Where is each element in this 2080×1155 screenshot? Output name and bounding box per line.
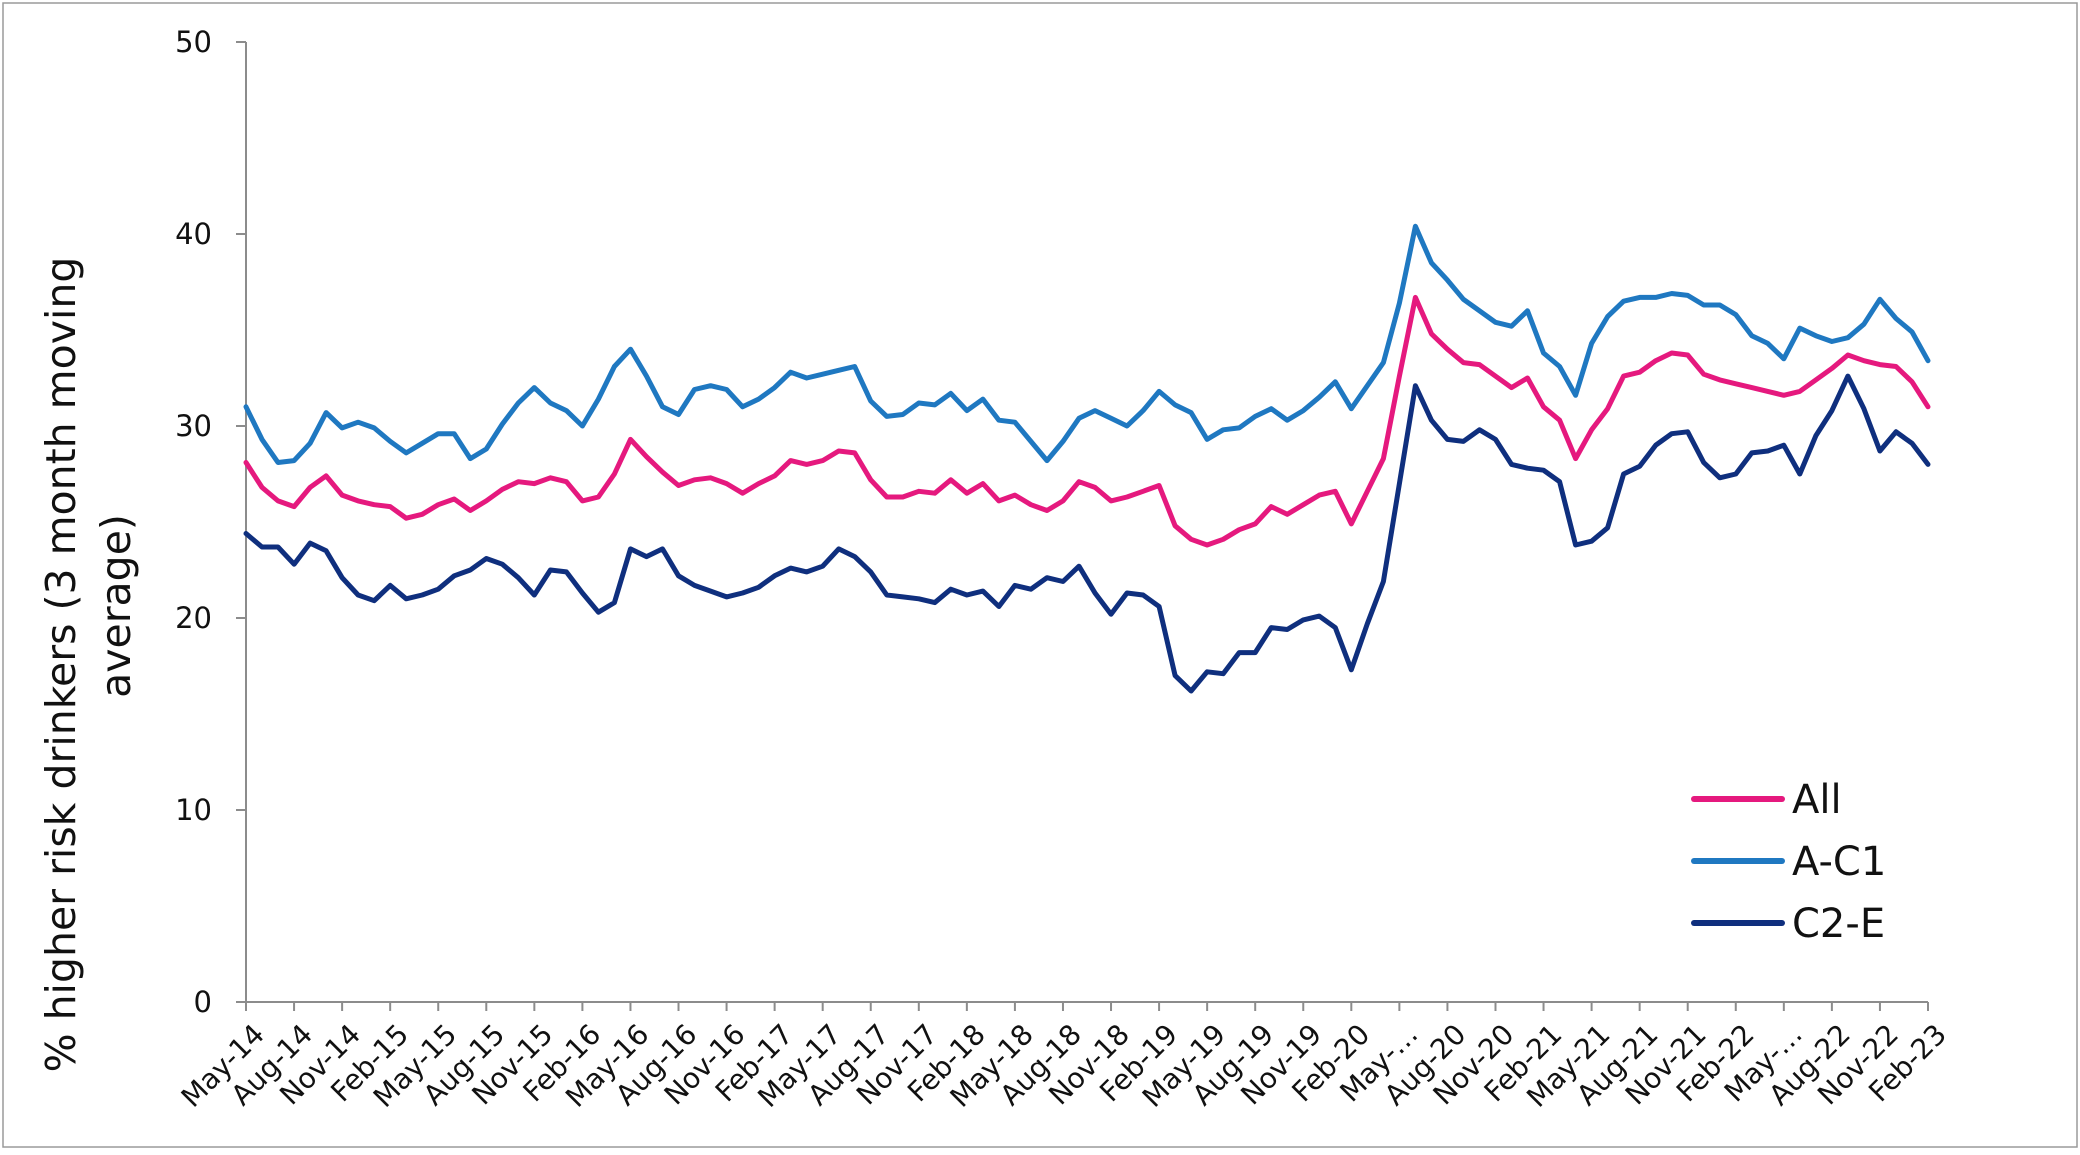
y-axis: 0 10 20 30 40 50	[175, 25, 247, 1019]
y-tick-label: 0	[194, 985, 212, 1019]
y-tick-label: 50	[175, 25, 212, 59]
y-tick-label: 20	[175, 601, 212, 635]
legend-label-all: All	[1792, 777, 1842, 823]
series-lines	[243, 223, 1931, 694]
y-tick-label: 30	[175, 409, 212, 443]
y-tick-label: 40	[175, 217, 212, 251]
series-line-c2-e	[243, 373, 1931, 694]
y-axis-title: % higher risk drinkers (3 month moving a…	[37, 244, 140, 1073]
y-axis-title-line-1: % higher risk drinkers (3 month moving	[37, 257, 85, 1073]
series-line-a-c1	[243, 223, 1931, 465]
y-tick-label: 10	[175, 793, 212, 827]
y-axis-title-line-2: average)	[92, 514, 140, 698]
legend-label-a-c1: A-C1	[1792, 839, 1886, 885]
legend: All A-C1 C2-E	[1691, 777, 1886, 947]
series-line-all	[243, 294, 1931, 548]
legend-label-c2-e: C2-E	[1792, 901, 1885, 947]
